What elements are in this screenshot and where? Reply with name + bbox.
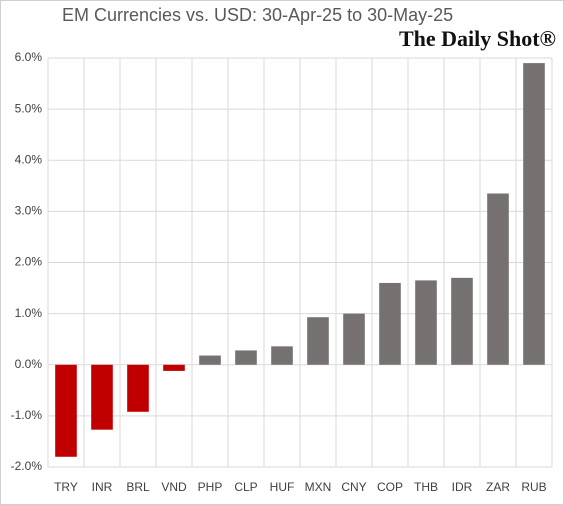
- x-tick-label: COP: [377, 480, 403, 494]
- y-tick-label: 2.0%: [15, 255, 43, 269]
- bar: [271, 346, 293, 365]
- bar: [235, 350, 257, 365]
- y-tick-label: -1.0%: [11, 408, 43, 422]
- x-tick-label: HUF: [270, 480, 295, 494]
- x-tick-label: TRY: [54, 480, 78, 494]
- bar: [487, 193, 509, 365]
- x-tick-label: INR: [92, 480, 113, 494]
- y-tick-label: 1.0%: [15, 306, 43, 320]
- x-tick-label: ZAR: [486, 480, 510, 494]
- y-tick-label: 6.0%: [15, 50, 43, 64]
- bar: [91, 364, 113, 430]
- x-tick-label: PHP: [198, 480, 223, 494]
- y-tick-label: 0.0%: [15, 357, 43, 371]
- bar: [343, 313, 365, 365]
- x-tick-label: THB: [414, 480, 438, 494]
- x-tick-label: RUB: [521, 480, 546, 494]
- bar: [523, 63, 545, 365]
- y-tick-label: 3.0%: [15, 204, 43, 218]
- y-tick-label: 4.0%: [15, 152, 43, 166]
- chart-title: EM Currencies vs. USD: 30-Apr-25 to 30-M…: [62, 5, 453, 25]
- bar: [199, 355, 221, 365]
- y-tick-label: -2.0%: [11, 459, 43, 473]
- bar: [379, 282, 401, 365]
- y-tick-label: 5.0%: [15, 101, 43, 115]
- bar: [127, 364, 149, 412]
- bar: [55, 364, 77, 457]
- bar: [451, 277, 473, 365]
- brand: The Daily Shot®: [399, 26, 556, 51]
- x-tick-label: CNY: [341, 480, 366, 494]
- bar: [163, 364, 185, 371]
- bar: [307, 317, 329, 365]
- x-tick-label: VND: [161, 480, 187, 494]
- x-tick-label: CLP: [234, 480, 257, 494]
- x-tick-label: IDR: [452, 480, 473, 494]
- x-tick-label: MXN: [305, 480, 332, 494]
- bar: [415, 280, 437, 365]
- x-tick-label: BRL: [126, 480, 150, 494]
